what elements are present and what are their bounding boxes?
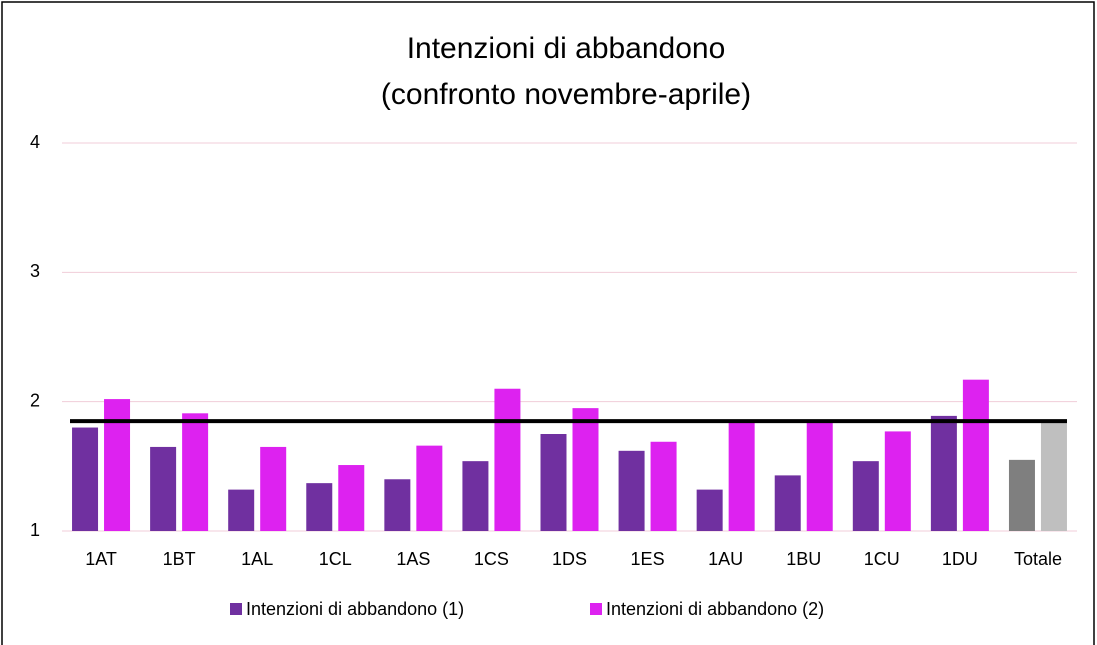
y-tick-label: 3 [30,261,40,281]
x-tick-label: 1CS [474,549,509,569]
bar [462,461,489,531]
bar [650,441,677,531]
legend-swatch [230,603,242,615]
x-tick-label: 1AL [241,549,273,569]
bar [962,379,989,531]
bar [884,431,911,531]
bar [260,446,287,531]
bar [228,489,255,531]
bar [1008,459,1035,531]
legend-swatch [590,603,602,615]
bar [182,413,209,531]
bar [806,422,833,531]
bar [728,422,755,531]
bar [338,465,365,531]
chart-title: (confronto novembre-aprile) [381,78,751,111]
bar [852,461,879,531]
x-tick-label: 1BT [163,549,196,569]
x-tick-label: 1AT [85,549,117,569]
bar [104,399,131,531]
bar [72,427,99,531]
chart-title: Intenzioni di abbandono [407,32,726,65]
x-tick-label: 1BU [786,549,821,569]
bar [306,483,333,531]
legend-label: Intenzioni di abbandono (1) [246,599,464,619]
y-tick-label: 2 [30,390,40,410]
bar [416,445,443,531]
bar [384,479,411,531]
y-tick-label: 4 [30,132,40,152]
bar [494,388,521,531]
legend-label: Intenzioni di abbandono (2) [606,599,824,619]
x-tick-label: 1AU [708,549,743,569]
x-tick-label: 1DS [552,549,587,569]
bar [150,446,177,531]
bar [540,434,567,531]
bar [572,408,599,531]
bar [1040,422,1067,531]
bar [774,475,801,531]
x-tick-label: 1ES [631,549,665,569]
x-tick-label: 1DU [942,549,978,569]
x-tick-label: Totale [1014,549,1062,569]
bar [930,415,957,531]
x-tick-label: 1AS [396,549,430,569]
bar [618,450,645,531]
x-tick-label: 1CU [864,549,900,569]
bar [696,489,723,531]
y-tick-label: 1 [30,520,40,540]
x-tick-label: 1CL [319,549,352,569]
